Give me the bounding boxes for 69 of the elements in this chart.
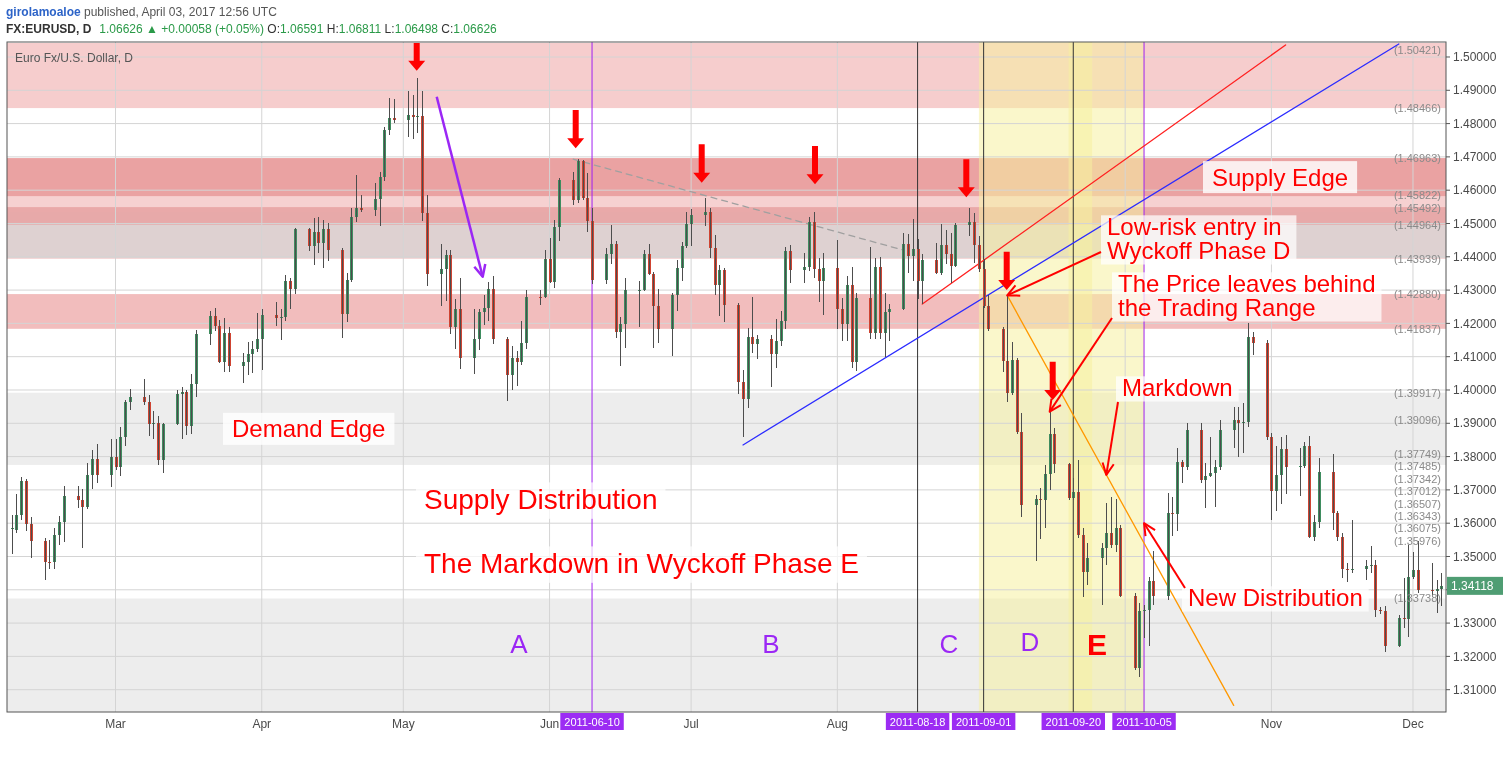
annotation: New Distribution xyxy=(1188,584,1363,611)
x-tick-label: Jun xyxy=(539,717,560,731)
y-tick-label: 1.43000 xyxy=(1453,283,1497,298)
y-tick-label: 1.47000 xyxy=(1453,150,1497,165)
annotation: (1.46963) xyxy=(1393,151,1441,164)
annotation: (1.36343) xyxy=(1393,510,1441,522)
annotation: D xyxy=(1020,627,1040,657)
annotation: (1.44964) xyxy=(1393,218,1441,231)
annotation: (1.43939) xyxy=(1393,252,1441,265)
y-tick-label: 1.40000 xyxy=(1453,383,1497,398)
chart-title: FX:EURUSD, D xyxy=(6,22,92,36)
y-tick-label: 1.35000 xyxy=(1453,549,1497,564)
band-label: Supply Edge xyxy=(1212,163,1349,191)
annotation: (1.39096) xyxy=(1393,413,1441,426)
text: 1.34118 xyxy=(1451,579,1494,594)
y-tick-label: 1.46000 xyxy=(1453,183,1497,198)
annotation: (1.37342) xyxy=(1393,472,1441,485)
x-tick-label: Nov xyxy=(1260,717,1283,731)
y-tick-label: 1.42000 xyxy=(1453,316,1497,331)
y-tick-label: 1.45000 xyxy=(1453,216,1497,231)
x-tick-label: Dec xyxy=(1402,717,1424,731)
x-tick-label: May xyxy=(391,717,415,731)
annotation: Low-risk entry in Wyckoff Phase D xyxy=(1107,213,1291,264)
annotation: Supply Distribution xyxy=(424,484,658,515)
ref-line-label: 2011-08-18 xyxy=(889,715,946,728)
y-tick-label: 1.36000 xyxy=(1453,516,1497,531)
y-tick-label: 1.38000 xyxy=(1453,449,1497,464)
annotation: (1.37749) xyxy=(1393,447,1441,460)
annotation: E xyxy=(1086,628,1108,661)
y-tick-label: 1.33000 xyxy=(1453,616,1497,631)
y-tick-label: 1.31000 xyxy=(1453,682,1497,697)
annotation: B xyxy=(762,629,780,659)
ref-line-label: 2011-06-10 xyxy=(564,715,620,728)
ref-line-label: 2011-09-01 xyxy=(955,715,1012,728)
annotation: (1.37485) xyxy=(1393,460,1441,473)
annotation: (1.48466) xyxy=(1393,101,1441,114)
annotation: The Markdown in Wyckoff Phase E xyxy=(424,548,859,579)
y-tick-label: 1.44000 xyxy=(1453,249,1497,264)
annotation: (1.36075) xyxy=(1393,522,1441,535)
annotation: A xyxy=(510,629,529,659)
y-tick-label: 1.32000 xyxy=(1453,649,1497,664)
annotation: C xyxy=(939,629,959,659)
annotation: Markdown xyxy=(1122,374,1233,401)
y-tick-label: 1.39000 xyxy=(1453,416,1497,431)
annotation: (1.45492) xyxy=(1393,201,1441,214)
y-tick-label: 1.37000 xyxy=(1453,483,1497,498)
text: girolamoaloe published, April 03, 2017 12:56 UTC xyxy=(6,5,278,19)
x-tick-label: Apr xyxy=(252,717,272,731)
band-label: Demand Edge xyxy=(232,415,386,443)
annotation: (1.41837) xyxy=(1393,322,1441,335)
x-tick-label: Mar xyxy=(105,717,126,731)
ref-line-label: 2011-10-05 xyxy=(1116,715,1172,728)
annotation: (1.39917) xyxy=(1393,386,1441,399)
y-tick-label: 1.49000 xyxy=(1453,83,1497,98)
annotation: The Price leaves behind the Trading Range xyxy=(1118,270,1376,321)
annotation: (1.50421) xyxy=(1393,43,1441,56)
y-tick-label: 1.41000 xyxy=(1453,349,1497,364)
annotation: Euro Fx/U.S. Dollar, D xyxy=(15,51,134,65)
annotation: (1.36507) xyxy=(1393,497,1441,510)
x-tick-label: Aug xyxy=(826,717,849,731)
text: 1.06626 ▲ +0.00058 (+0.05%) O:1.06591 H:1.06811 L:1.06498 C:1.06626 xyxy=(99,22,497,36)
annotation: (1.37012) xyxy=(1393,485,1441,498)
annotation: (1.42880) xyxy=(1393,287,1441,300)
annotation: (1.45822) xyxy=(1393,189,1441,202)
y-tick-label: 1.48000 xyxy=(1453,116,1497,131)
ref-line-label: 2011-09-20 xyxy=(1045,715,1101,728)
x-tick-label: Jul xyxy=(683,717,699,731)
annotation: (1.35976) xyxy=(1393,534,1441,547)
y-tick-label: 1.50000 xyxy=(1453,50,1497,65)
